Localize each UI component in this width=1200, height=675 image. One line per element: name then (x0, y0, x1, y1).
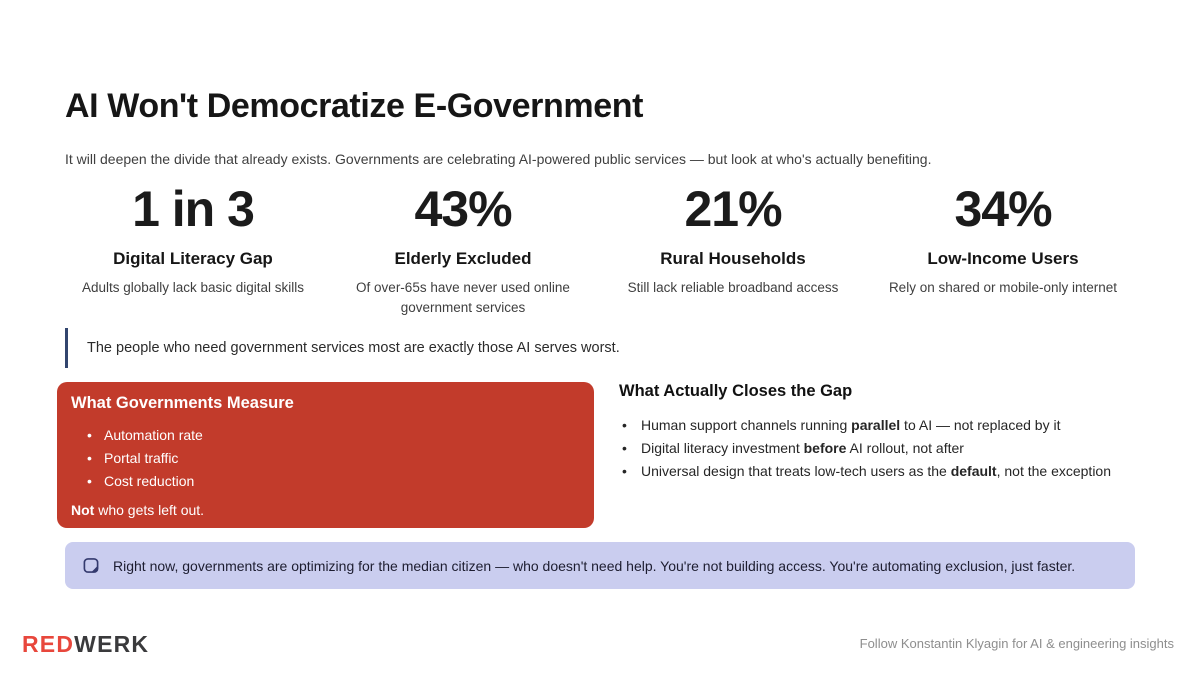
stat-description: Still lack reliable broadband access (627, 280, 839, 295)
measure-box-title: What Governments Measure (71, 394, 294, 412)
stat-label: Elderly Excluded (394, 249, 532, 268)
measure-box-footer: Not who gets left out. (71, 502, 205, 518)
pull-quote: The people who need government services … (65, 328, 965, 368)
stat-elderly-excluded: 43% Elderly Excluded Of over-65s have ne… (328, 182, 598, 317)
gap-box-list: Human support channels running parallel … (619, 414, 1139, 483)
stat-digital-literacy: 1 in 3 Digital Literacy Gap Adults globa… (58, 182, 328, 317)
stat-rural-households: 21% Rural Households Still lack reliable… (598, 182, 868, 317)
logo-text-red: RED (22, 631, 75, 657)
stat-value: 1 in 3 (132, 181, 255, 237)
stat-value: 43% (414, 181, 512, 237)
list-item: Digital literacy investment before AI ro… (619, 437, 1139, 460)
stat-value: 21% (684, 181, 782, 237)
logo-text-dark: WERK (74, 631, 150, 657)
callout-text: Right now, governments are optimizing fo… (113, 557, 1076, 574)
pull-quote-text: The people who need government services … (87, 340, 620, 356)
stat-label: Rural Households (660, 249, 806, 268)
list-item: Automation rate (71, 424, 578, 447)
stats-row: 1 in 3 Digital Literacy Gap Adults globa… (58, 182, 1138, 317)
list-item: Human support channels running parallel … (619, 414, 1139, 437)
page-subtitle: It will deepen the divide that already e… (65, 151, 932, 167)
stat-description: Adults globally lack basic digital skill… (81, 280, 305, 295)
stat-description: Rely on shared or mobile-only internet (888, 280, 1118, 295)
stat-label: Digital Literacy Gap (113, 249, 273, 268)
list-item: Portal traffic (71, 447, 578, 470)
measure-box-list: Automation rate Portal traffic Cost redu… (71, 424, 578, 493)
measure-box: What Governments Measure Automation rate… (57, 382, 594, 528)
redwerk-logo: REDWERK (22, 631, 149, 658)
gap-box-title: What Actually Closes the Gap (619, 382, 853, 400)
stat-description: Of over-65s have never used online gover… (356, 280, 570, 315)
callout-banner: Right now, governments are optimizing fo… (65, 542, 1135, 589)
list-item: Universal design that treats low-tech us… (619, 460, 1139, 483)
stat-low-income-users: 34% Low-Income Users Rely on shared or m… (868, 182, 1138, 317)
stat-value: 34% (954, 181, 1052, 237)
stat-label: Low-Income Users (927, 249, 1079, 268)
footer-follow-note: Follow Konstantin Klyagin for AI & engin… (859, 636, 1174, 651)
speech-bubble-icon (82, 556, 100, 575)
page-title: AI Won't Democratize E-Government (65, 87, 644, 125)
gap-box: What Actually Closes the Gap Human suppo… (619, 382, 1139, 483)
list-item: Cost reduction (71, 470, 578, 493)
